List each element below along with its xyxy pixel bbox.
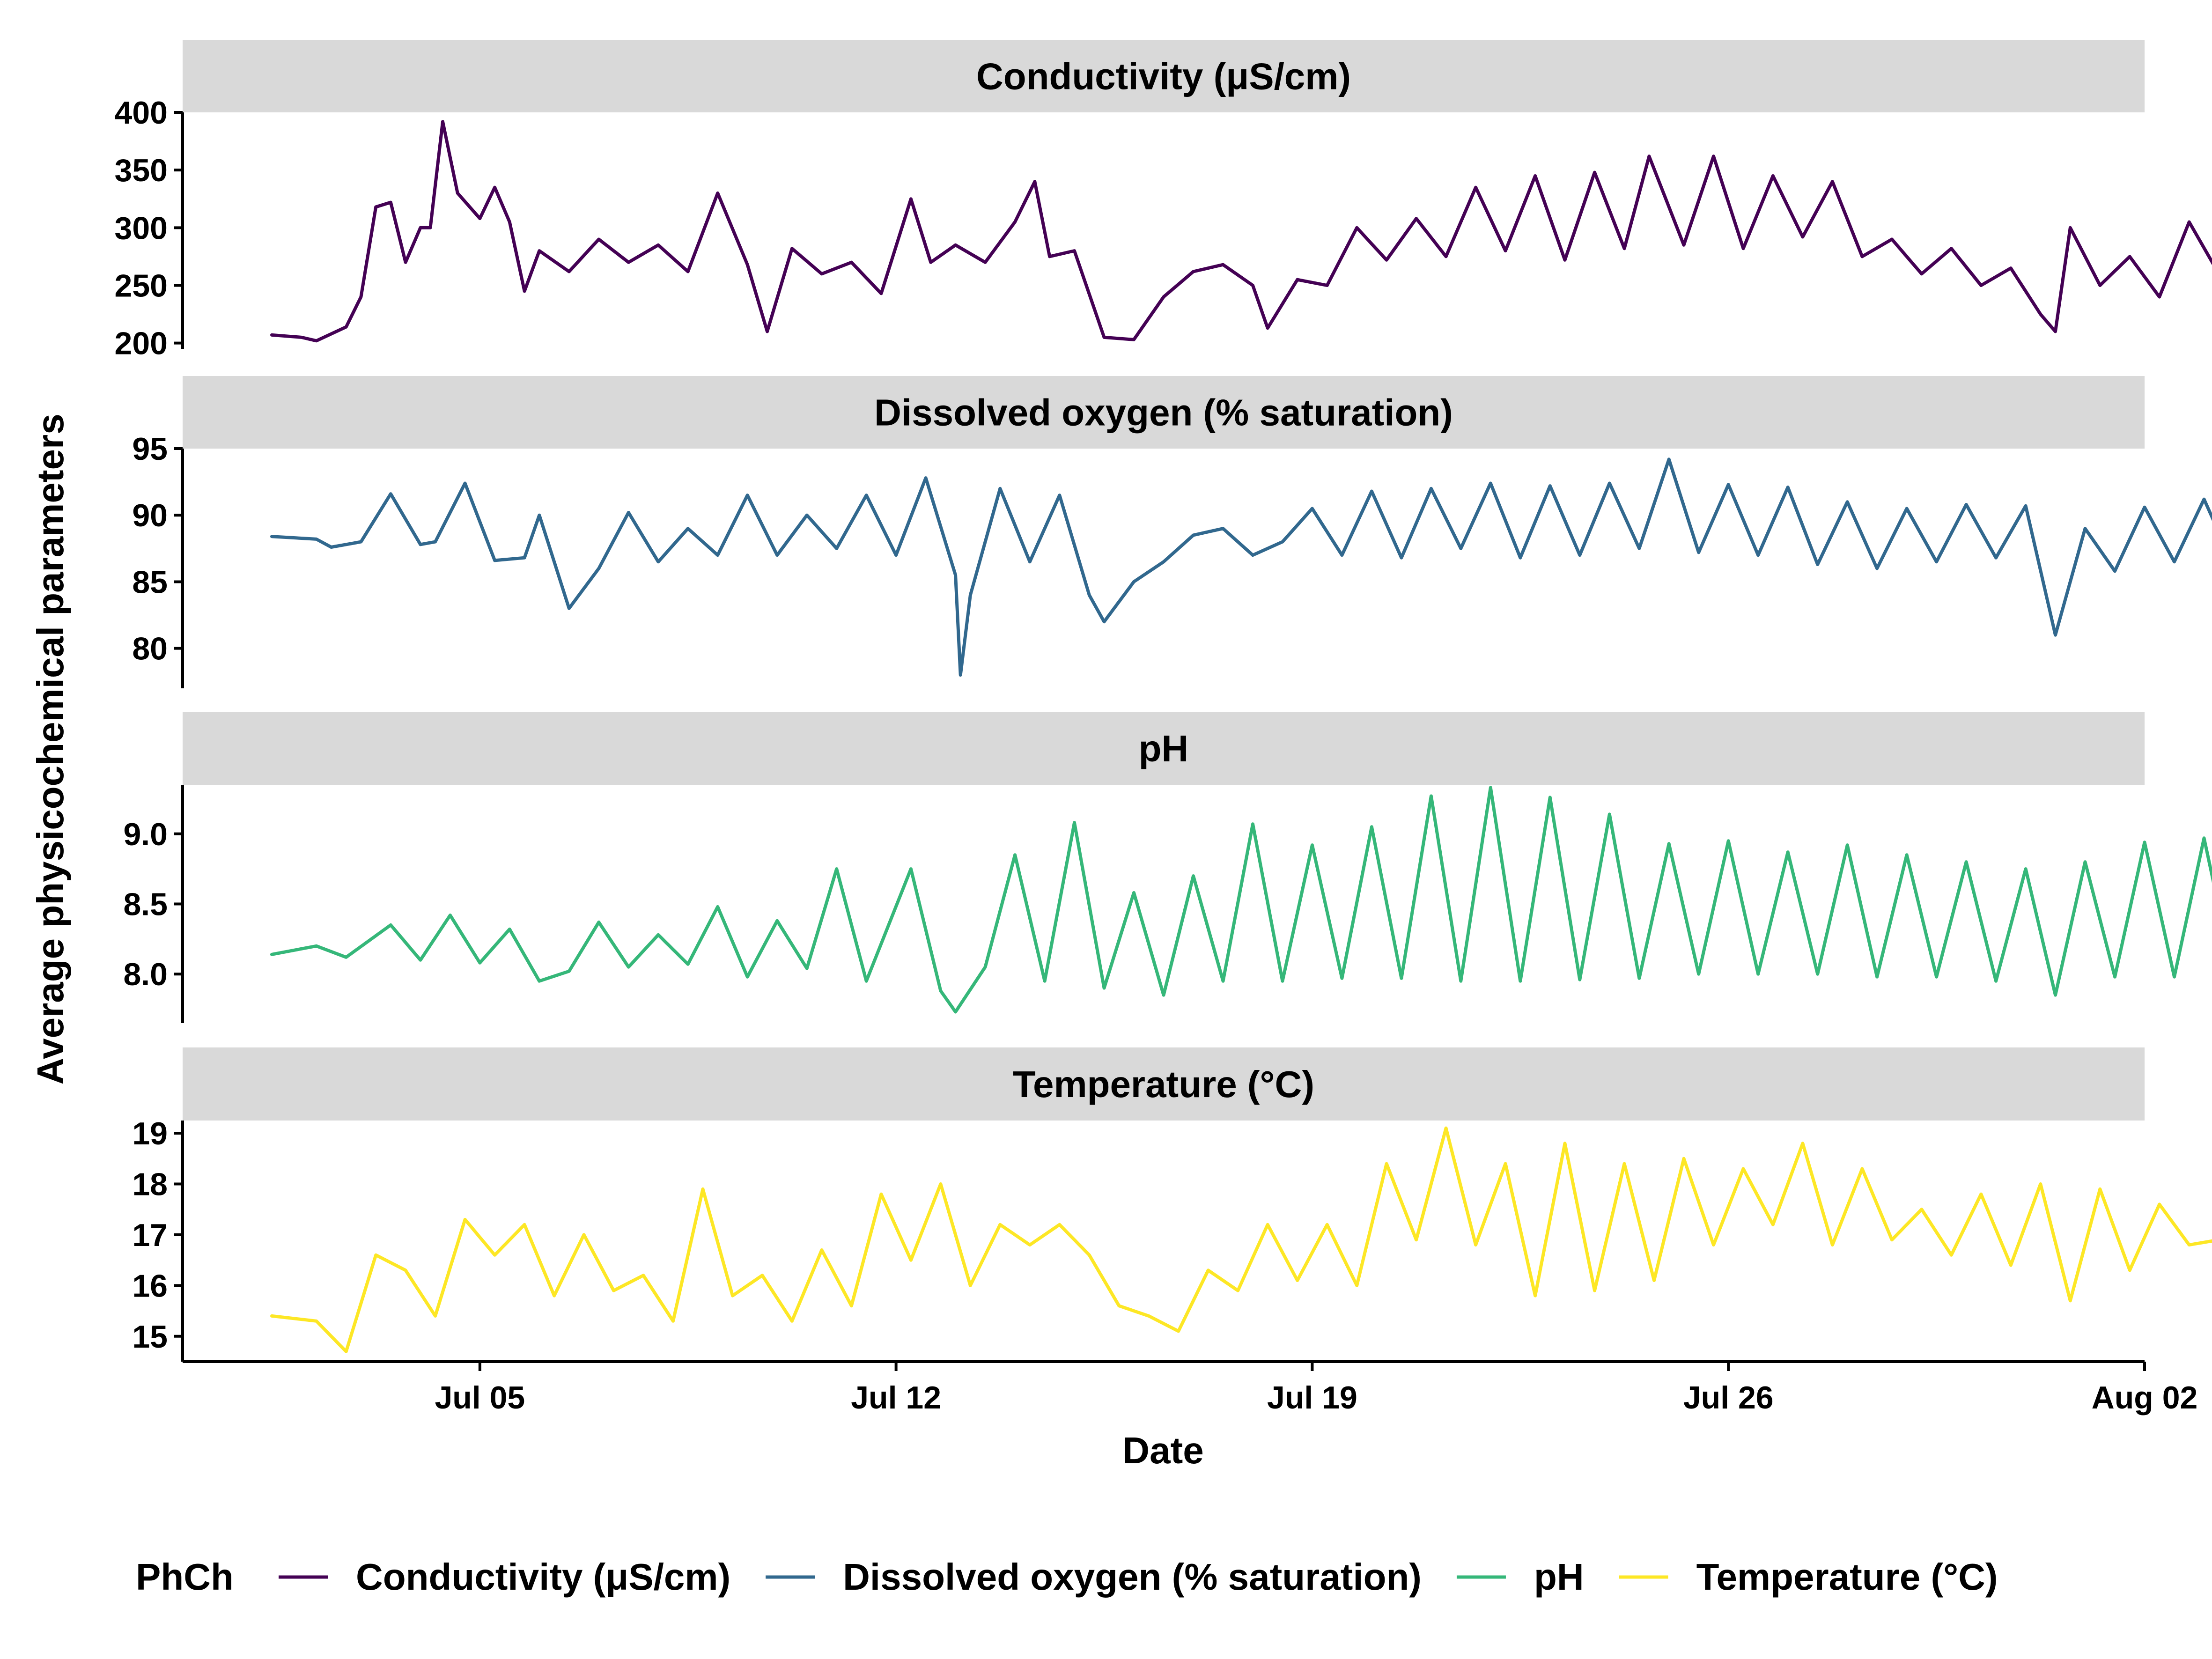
y-tick-label: 80: [132, 631, 168, 667]
facet-panel: pH 8.0 8.5 9.0: [123, 712, 2212, 1023]
legend-label: pH: [1534, 1556, 1584, 1598]
legend-label: Dissolved oxygen (% saturation): [843, 1556, 1422, 1598]
x-tick-label: Jul 26: [1683, 1380, 1774, 1416]
y-tick-label: 95: [132, 431, 168, 467]
facet-strip: [183, 376, 2145, 449]
legend-items: Conductivity (μS/cm) Dissolved oxygen (% …: [279, 1556, 1998, 1598]
legend: PhCh Conductivity (μS/cm) Dissolved oxyge…: [136, 1556, 1998, 1598]
x-axis-title: Date: [1122, 1430, 1203, 1471]
legend-item: pH: [1456, 1556, 1584, 1598]
y-tick-label: 8.5: [123, 887, 168, 922]
y-tick-label: 90: [132, 498, 168, 533]
y-tick-label: 9.0: [123, 817, 168, 852]
facet-strip-label: Conductivity (μS/cm): [976, 56, 1351, 97]
series-line: [270, 1126, 2212, 1353]
legend-item: Dissolved oxygen (% saturation): [766, 1556, 1422, 1598]
y-tick-label: 16: [132, 1268, 168, 1304]
series-line: [270, 120, 2212, 343]
facet-strip-label: Temperature (°C): [1013, 1063, 1314, 1105]
facet-strip: [183, 712, 2145, 785]
y-tick-label: 15: [132, 1319, 168, 1355]
legend-label: Conductivity (μS/cm): [356, 1556, 730, 1598]
facet-panel: Conductivity (μS/cm) 200 250 300 350 400: [115, 40, 2212, 361]
facet-panel: Temperature (°C) 15 16 17 18 19: [132, 1047, 2212, 1362]
chart-panels: Conductivity (μS/cm) 200 250 300 350 400 Disso…: [115, 40, 2212, 1362]
facet-strip-label: pH: [1139, 728, 1189, 769]
x-tick-label: Jul 05: [435, 1380, 525, 1416]
facet-strip: [183, 40, 2145, 112]
y-tick-label: 8.0: [123, 957, 168, 992]
y-tick-label: 400: [115, 95, 168, 131]
facet-strip-label: Dissolved oxygen (% saturation): [874, 392, 1453, 434]
series-line: [270, 457, 2212, 677]
y-tick-label: 300: [115, 210, 168, 246]
legend-item: Temperature (°C): [1619, 1556, 1998, 1598]
y-tick-label: 19: [132, 1116, 168, 1151]
y-tick-label: 18: [132, 1167, 168, 1202]
y-tick-label: 85: [132, 564, 168, 600]
y-axis-title: Average physicochemical parameters: [29, 413, 71, 1084]
series-line: [270, 786, 2212, 1014]
y-tick-label: 17: [132, 1217, 168, 1253]
y-tick-label: 200: [115, 326, 168, 361]
legend-item: Conductivity (μS/cm): [279, 1556, 730, 1598]
x-tick-label: Jul 19: [1267, 1380, 1357, 1416]
legend-label: Temperature (°C): [1696, 1556, 1998, 1598]
y-tick-label: 250: [115, 268, 168, 304]
facet-strip: [183, 1047, 2145, 1121]
x-tick-label: Aug 02: [2092, 1380, 2198, 1416]
x-tick-label: Jul 12: [851, 1380, 941, 1416]
x-axis: Jul 05 Jul 12 Jul 19 Jul 26 Aug 02: [183, 1360, 2198, 1416]
legend-title: PhCh: [136, 1556, 234, 1598]
facet-panel: Dissolved oxygen (% saturation) 80 85 90 95: [132, 376, 2212, 688]
y-tick-label: 350: [115, 153, 168, 188]
